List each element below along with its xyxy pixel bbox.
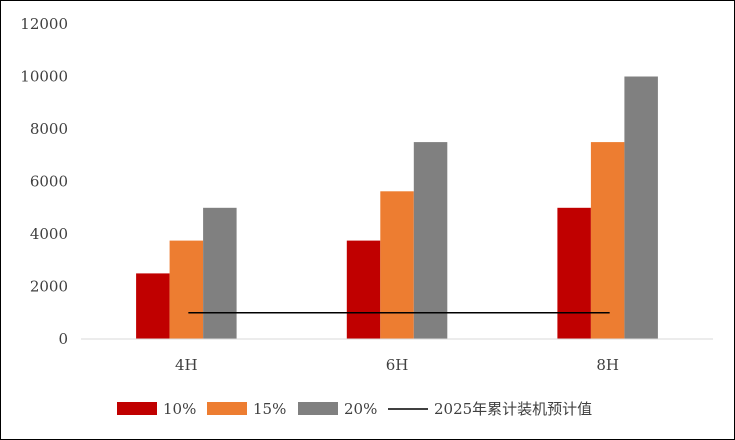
y-tick-label: 8000: [30, 120, 68, 138]
bar: [380, 191, 414, 339]
bar: [624, 76, 658, 339]
y-axis: 0 2000 4000 6000 8000 10000 12000: [20, 15, 68, 348]
legend-label: 20%: [344, 400, 377, 418]
bar: [136, 273, 170, 339]
bar: [203, 207, 237, 340]
bar: [557, 207, 591, 340]
y-tick-label: 12000: [20, 15, 68, 33]
bars: [136, 76, 658, 340]
y-tick-label: 2000: [30, 278, 68, 296]
legend-swatch: [298, 402, 338, 415]
x-tick-label: 8H: [596, 356, 619, 374]
y-tick-label: 4000: [30, 225, 68, 243]
y-tick-label: 10000: [20, 68, 68, 86]
x-axis: 4H 6H 8H: [175, 356, 619, 374]
y-tick-label: 0: [58, 330, 68, 348]
y-tick-label: 6000: [30, 173, 68, 191]
bar: [590, 142, 625, 339]
legend: 10% 15% 20% 2025年累计装机预计值: [117, 400, 592, 418]
bar: [169, 240, 204, 339]
bar: [346, 240, 381, 339]
legend-label: 15%: [253, 400, 286, 418]
x-tick-label: 6H: [386, 356, 409, 374]
legend-label: 10%: [163, 400, 196, 418]
x-tick-label: 4H: [175, 356, 198, 374]
bar: [413, 142, 448, 339]
legend-swatch: [207, 402, 247, 415]
legend-label: 2025年累计装机预计值: [434, 400, 592, 418]
legend-swatch: [117, 402, 157, 415]
